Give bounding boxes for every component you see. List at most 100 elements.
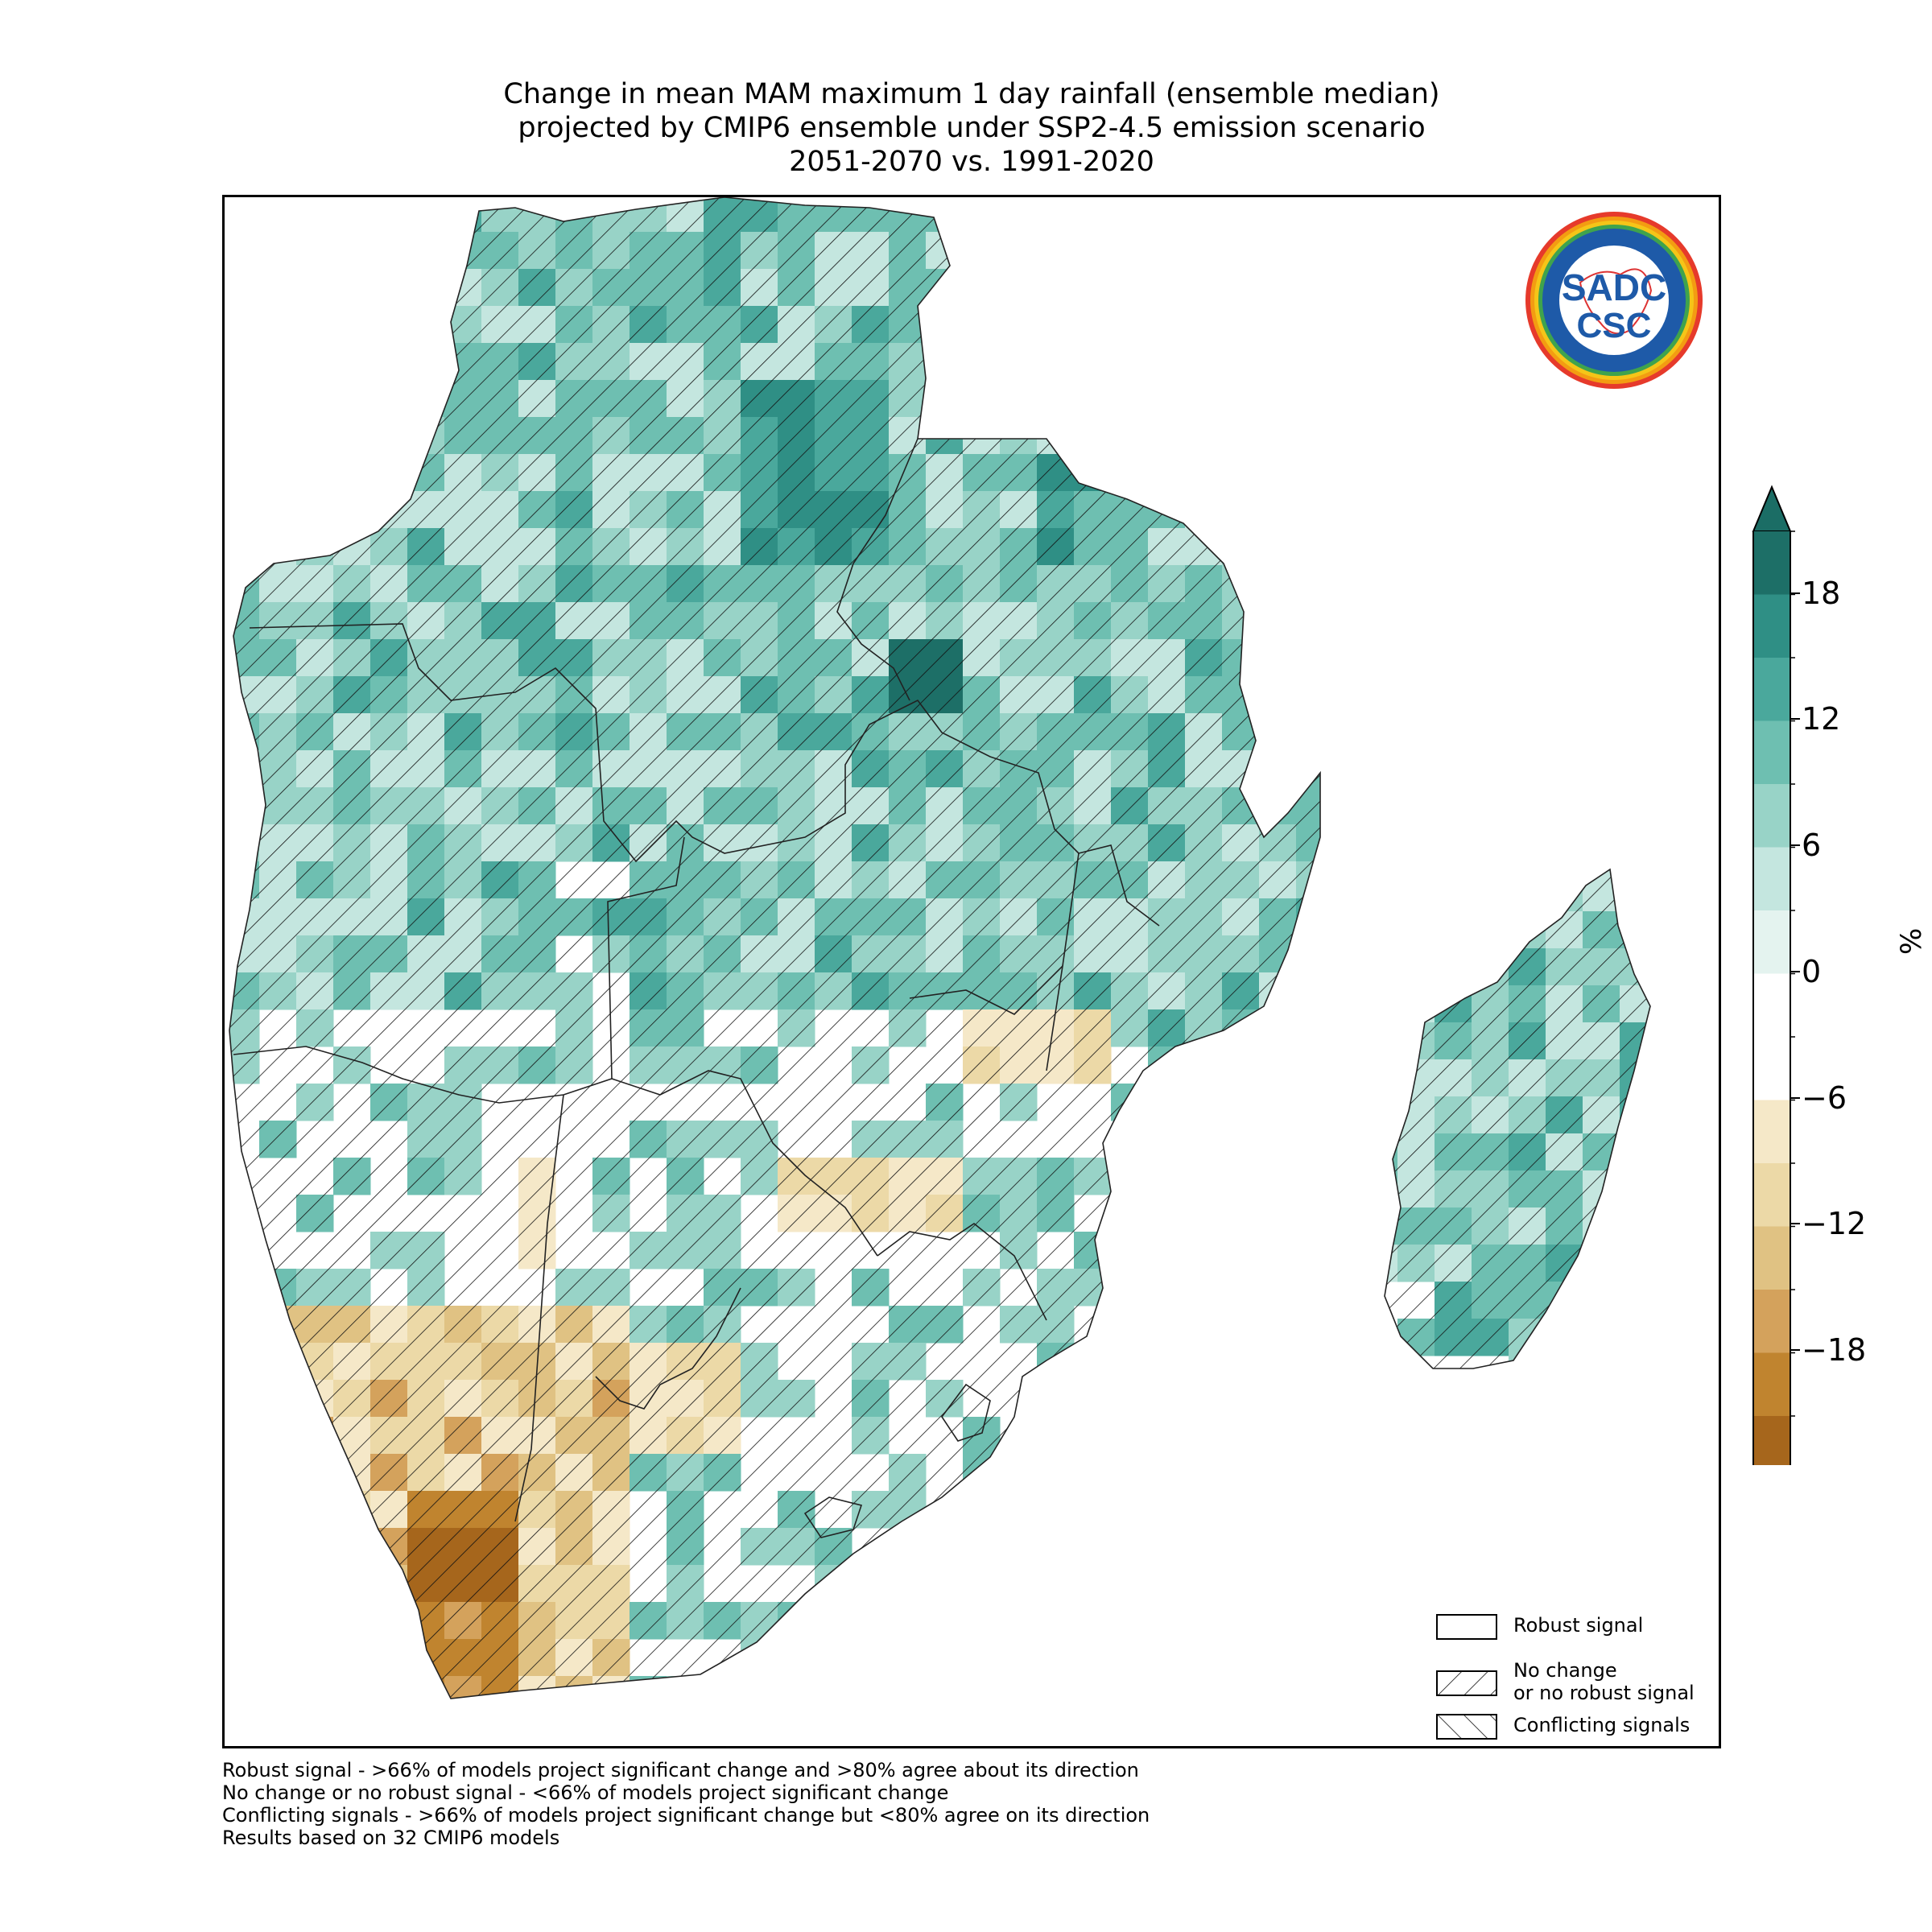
grid-cell [1222, 1158, 1260, 1195]
grid-cell [1296, 454, 1320, 492]
grid-cell [229, 1306, 260, 1344]
grid-cell [1259, 1565, 1297, 1603]
grid-cell [1185, 380, 1223, 418]
grid-cell [1620, 1319, 1650, 1356]
grid-cell [229, 343, 260, 381]
grid-cell [1037, 1602, 1075, 1640]
grid-cell [1222, 1602, 1260, 1640]
grid-cell [1435, 911, 1472, 949]
grid-cell [259, 1528, 297, 1566]
grid-cell [1111, 1639, 1149, 1677]
grid-cell [1259, 1121, 1297, 1158]
grid-cell [1620, 1133, 1650, 1171]
grid-cell [1296, 1639, 1320, 1677]
grid-cell [1583, 869, 1620, 875]
grid-cell [1296, 1417, 1320, 1455]
grid-cell [259, 1417, 297, 1455]
grid-cell [333, 1565, 371, 1603]
grid-cell [963, 1602, 1001, 1640]
grid-cell [1620, 1282, 1650, 1319]
grid-cell [259, 380, 297, 418]
grid-cell [926, 306, 964, 344]
colorbar-segment [1753, 1290, 1790, 1353]
grid-cell [926, 343, 964, 381]
grid-cell [1222, 528, 1260, 566]
country-border [249, 623, 1080, 863]
grid-cell [259, 197, 297, 233]
grid-cell [1259, 454, 1297, 492]
colorbar-segment [1753, 973, 1790, 1038]
grid-cell [1509, 1356, 1546, 1368]
title-line-1: Change in mean MAM maximum 1 day rainfal… [503, 78, 1440, 110]
grid-cell [1148, 1269, 1186, 1307]
grid-cell [1222, 197, 1260, 233]
grid-cell [1259, 1084, 1297, 1121]
grid-cell [1296, 602, 1320, 640]
grid-cell [815, 1602, 852, 1640]
grid-cell [259, 1639, 297, 1677]
grid-cell [1185, 1343, 1223, 1381]
grid-cell [1111, 197, 1149, 233]
country-borders [229, 197, 1651, 1699]
grid-cell [407, 343, 445, 381]
grid-cell [1037, 306, 1075, 344]
grid-cell [1385, 874, 1398, 912]
grid-cell [1148, 1232, 1186, 1269]
grid-cell [296, 491, 334, 529]
legend-swatch-conflicting [1436, 1714, 1497, 1740]
title-line-3: 2051-2070 vs. 1991-2020 [789, 146, 1154, 178]
grid-cell [1296, 232, 1320, 270]
grid-cell [1111, 269, 1149, 307]
grid-cell [1000, 343, 1038, 381]
grid-cell [1222, 1306, 1260, 1344]
grid-cell [229, 528, 260, 566]
grid-cell [1397, 874, 1435, 912]
grid-cell [259, 343, 297, 381]
grid-cell [1111, 454, 1149, 492]
grid-cell [1185, 197, 1223, 233]
grid-cell [1620, 874, 1650, 912]
grid-cell [1397, 911, 1435, 949]
grid-cell [259, 232, 297, 270]
grid-cell [592, 1713, 630, 1751]
grid-cell [963, 269, 1001, 307]
colorbar-segment [1753, 847, 1790, 911]
grid-cell [229, 306, 260, 344]
legend-item-no-change: No change or no robust signal [1436, 1659, 1723, 1707]
colorbar-segment [1753, 531, 1790, 595]
grid-cell [1296, 197, 1320, 233]
grid-cell [1259, 1639, 1297, 1677]
legend-label-robust: Robust signal [1513, 1614, 1644, 1637]
grid-cell [1259, 269, 1297, 307]
colorbar-segment [1753, 1416, 1790, 1465]
grid-cell [1259, 1232, 1297, 1269]
grid-cell [1222, 380, 1260, 418]
sadc-csc-logo: SADC CSC [1524, 210, 1705, 391]
grid-cell [852, 1639, 890, 1677]
grid-cell [1185, 343, 1223, 381]
grid-cell [370, 454, 408, 492]
grid-cell [370, 269, 408, 307]
grid-cell [296, 1454, 334, 1492]
grid-cell [1185, 1232, 1223, 1269]
colorbar-tick-label: 0 [1802, 954, 1822, 989]
grid-cell [1148, 1565, 1186, 1603]
grid-cell [370, 1602, 408, 1640]
colorbar-segment [1753, 1100, 1790, 1164]
hatch-mainland [229, 197, 1320, 1699]
grid-cell [1296, 1269, 1320, 1307]
grid-cell [1222, 1232, 1260, 1269]
grid-cell [1385, 948, 1398, 986]
grid-cell [1259, 1380, 1297, 1418]
grid-cell [259, 1380, 297, 1418]
grid-cell [407, 1713, 445, 1751]
grid-cell [333, 454, 371, 492]
grid-cell [1222, 1121, 1260, 1158]
grid-cell [1222, 1491, 1260, 1529]
grid-cell [229, 1565, 260, 1603]
grid-cell [407, 269, 445, 307]
grid-cell [1185, 306, 1223, 344]
grid-cell [1000, 1639, 1038, 1677]
grid-cell [1657, 985, 1695, 1023]
grid-cell [1259, 491, 1297, 529]
